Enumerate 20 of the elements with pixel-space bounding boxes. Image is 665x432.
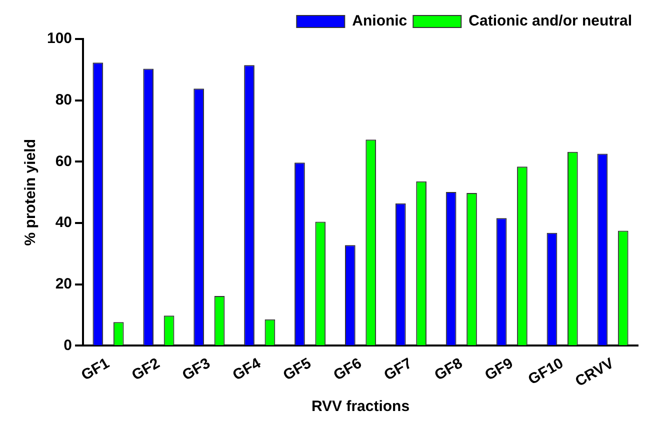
x-tick-label: GF3 xyxy=(179,354,214,384)
x-tick-label: GF2 xyxy=(129,354,163,384)
legend-label: Anionic xyxy=(352,12,408,30)
x-tick-label: GF1 xyxy=(78,354,112,384)
y-tick-label: 0 xyxy=(64,336,72,354)
y-tick-label: 80 xyxy=(55,91,72,108)
y-tick-label: 100 xyxy=(46,30,72,48)
x-tick-label: GF9 xyxy=(482,354,516,384)
x-axis-title: RVV fractions xyxy=(311,398,410,416)
x-tick-label: GF4 xyxy=(230,354,264,384)
x-tick-label: GF10 xyxy=(525,354,566,388)
y-tick-label: 20 xyxy=(55,276,72,293)
x-tick-label: GF7 xyxy=(381,354,416,384)
y-axis-title: % protein yield xyxy=(22,139,40,246)
y-tick-label: 60 xyxy=(55,152,72,170)
x-tick-label: GF5 xyxy=(280,354,314,384)
x-tick-label: GF8 xyxy=(432,354,466,384)
x-tick-label: GF6 xyxy=(330,354,365,384)
legend-label: Cationic and/or neutral xyxy=(468,12,632,30)
y-tick-label: 40 xyxy=(55,214,72,232)
